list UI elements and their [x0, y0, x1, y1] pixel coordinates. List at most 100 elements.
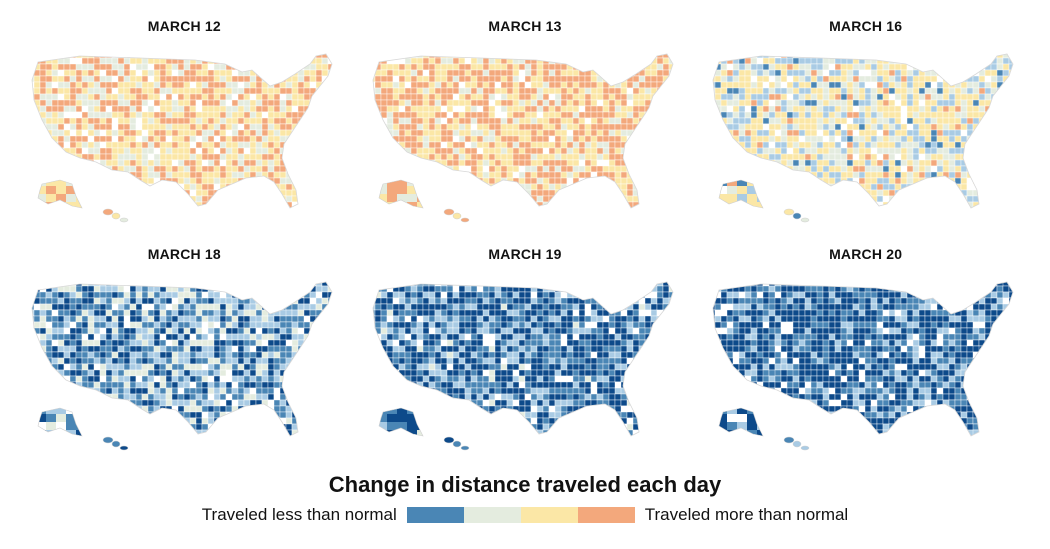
alaska-cells — [378, 180, 423, 208]
county-cell — [380, 147, 387, 155]
county-cell — [973, 183, 980, 191]
county-cell — [32, 171, 35, 179]
county-cell — [153, 135, 161, 143]
county-cell — [626, 69, 633, 77]
county-cell — [273, 165, 281, 173]
county-cell — [458, 69, 465, 77]
county-cell — [979, 171, 986, 179]
county-cell — [721, 165, 734, 173]
county-cell — [237, 201, 245, 208]
county-cell — [853, 99, 860, 107]
county-cell — [177, 69, 185, 77]
county-cell — [63, 207, 71, 208]
county-cell — [105, 201, 113, 208]
county-cell — [632, 117, 639, 125]
county-cell — [57, 327, 65, 335]
county-cell — [69, 177, 77, 185]
county-cell — [907, 159, 914, 167]
county-cell — [66, 180, 76, 186]
county-cell — [494, 111, 501, 119]
county-cell — [334, 334, 340, 340]
county-cell — [452, 81, 459, 89]
county-cell — [542, 81, 549, 89]
county-cell — [751, 165, 758, 173]
county-cell — [231, 165, 239, 173]
county-cell — [560, 153, 567, 161]
county-cell — [374, 165, 387, 173]
county-cell — [763, 63, 770, 71]
county-cell — [506, 69, 513, 77]
county-cell — [201, 195, 209, 203]
county-cell — [494, 87, 501, 95]
county-cell — [428, 183, 435, 191]
county-cell — [967, 57, 974, 65]
county-cell — [464, 177, 477, 185]
county-cell — [171, 93, 179, 101]
county-cell — [470, 123, 477, 131]
county-cell — [249, 309, 257, 317]
county-cell — [398, 123, 405, 131]
county-cell — [159, 177, 167, 185]
county-cell — [488, 147, 495, 155]
county-cell — [32, 54, 35, 59]
county-cell — [781, 183, 788, 191]
county-cell — [745, 153, 752, 161]
county-cell — [404, 75, 411, 83]
us-county-map — [31, 53, 333, 223]
county-cell — [440, 177, 447, 185]
county-cell — [135, 351, 143, 359]
county-cell — [488, 183, 501, 191]
county-cell — [201, 183, 209, 191]
county-cell — [135, 165, 143, 173]
county-cell — [877, 147, 884, 155]
county-cell — [315, 63, 323, 71]
county-cell — [171, 141, 179, 149]
county-cell — [165, 129, 173, 137]
county-cell — [763, 207, 776, 208]
county-cell — [69, 207, 77, 208]
county-cell — [745, 99, 752, 107]
county-cell — [243, 123, 251, 131]
county-cell — [751, 147, 758, 155]
county-cell — [913, 81, 920, 89]
county-cell — [997, 111, 1004, 119]
county-cell — [650, 75, 657, 83]
county-cell — [739, 135, 746, 143]
county-cell — [183, 303, 191, 311]
county-cell — [781, 105, 788, 113]
county-cell — [757, 177, 764, 185]
county-cell — [943, 141, 950, 149]
county-cell — [955, 135, 962, 143]
panel-title: MARCH 13 — [488, 18, 562, 34]
county-cell — [165, 75, 173, 83]
county-cell — [931, 147, 938, 155]
county-cell — [315, 327, 323, 335]
county-cell — [255, 105, 263, 113]
county-cell — [87, 153, 95, 161]
county-cell — [237, 327, 245, 335]
county-cell — [255, 54, 263, 59]
county-cell — [919, 129, 926, 137]
county-cell — [883, 141, 890, 149]
county-cell — [662, 159, 673, 167]
county-cell — [231, 282, 245, 287]
county-cell — [434, 165, 441, 173]
county-cell — [159, 195, 173, 203]
county-cell — [901, 99, 908, 107]
county-cell — [219, 351, 227, 359]
county-cell — [871, 171, 878, 179]
county-cell — [39, 159, 47, 167]
county-cell — [303, 201, 311, 208]
county-cell — [877, 171, 884, 179]
county-cell — [1009, 147, 1014, 155]
county-cell — [183, 117, 191, 125]
county-cell — [452, 171, 465, 179]
county-cell — [733, 87, 740, 95]
county-cell — [406, 202, 417, 208]
county-cell — [396, 194, 407, 202]
county-cell — [39, 147, 47, 155]
county-cell — [626, 123, 633, 131]
county-cell — [123, 141, 131, 149]
county-cell — [297, 171, 305, 179]
county-cell — [303, 57, 311, 65]
